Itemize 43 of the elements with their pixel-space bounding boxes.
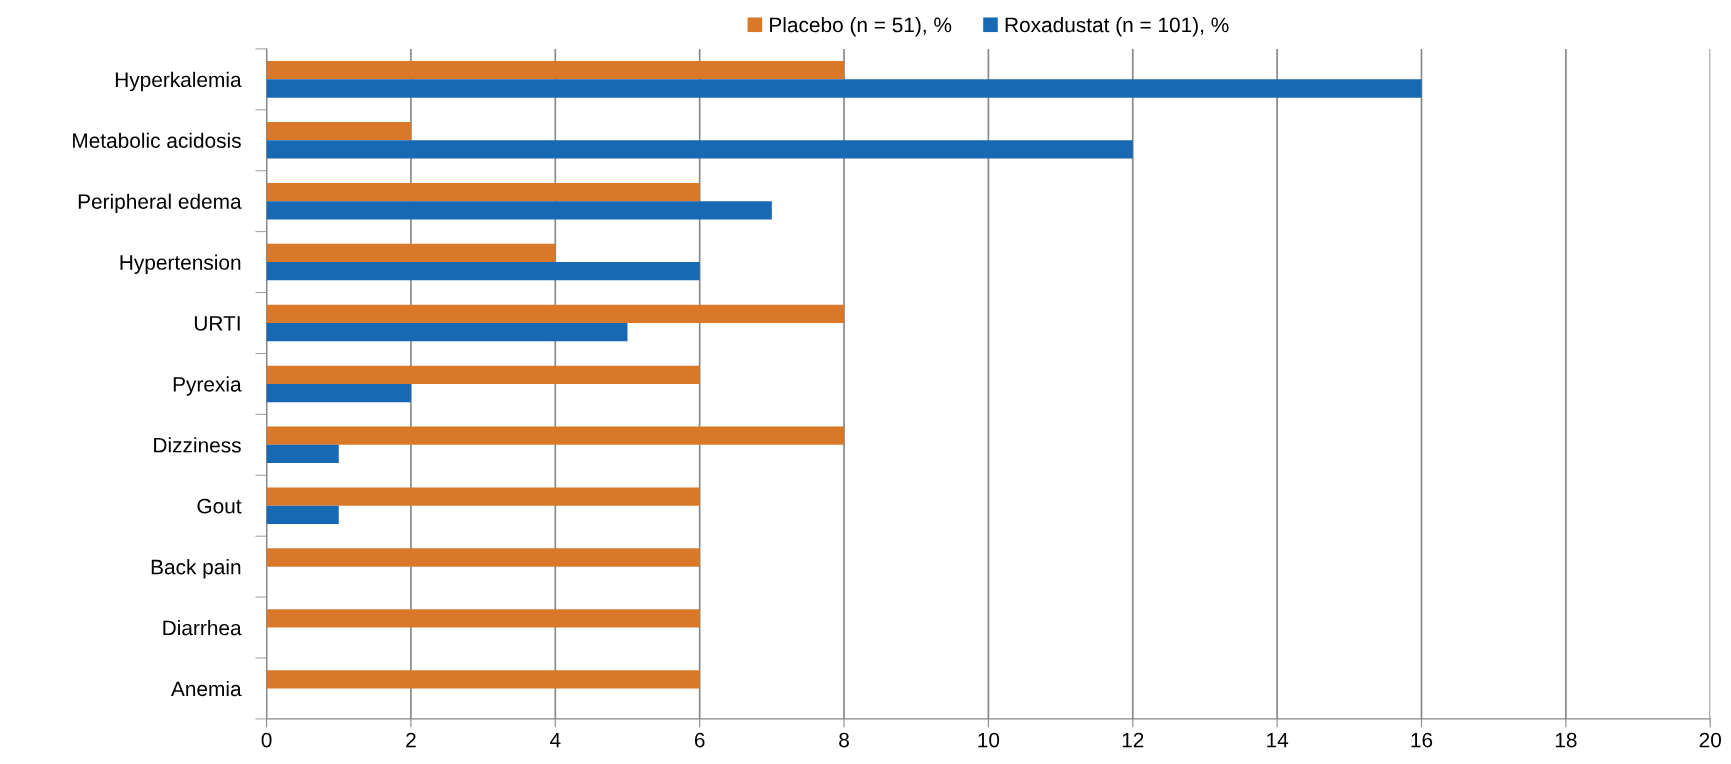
bar xyxy=(266,262,700,281)
x-tick-label: 14 xyxy=(1267,732,1289,748)
y-tick-label: Metabolic acidosis xyxy=(73,132,241,149)
bar xyxy=(266,670,700,689)
bar xyxy=(266,609,700,628)
bar xyxy=(266,121,411,141)
x-tick-label: 6 xyxy=(694,732,705,748)
bar xyxy=(266,383,411,403)
bar xyxy=(266,365,700,384)
y-tick-label: Hypertension xyxy=(120,254,241,274)
bar xyxy=(266,140,1133,159)
bar xyxy=(266,304,845,323)
legend-label: Placebo (n = 51), % xyxy=(770,16,952,37)
x-tick-label: 4 xyxy=(549,732,561,748)
y-tick-label: Hyperkalemia xyxy=(115,71,242,92)
y-tick-label: Back pain xyxy=(151,559,241,579)
y-tick-label: URTI xyxy=(194,316,240,331)
bar xyxy=(266,61,845,80)
y-tick-label: Diarrhea xyxy=(163,620,242,636)
legend-label: Roxadustat (n = 101), % xyxy=(1005,16,1229,37)
bar xyxy=(266,487,700,506)
y-tick-label: Gout xyxy=(197,498,242,514)
bar xyxy=(266,243,556,263)
x-tick-label: 20 xyxy=(1699,732,1721,748)
bar xyxy=(266,505,339,525)
x-tick-label: 2 xyxy=(406,732,416,748)
x-tick-label: 8 xyxy=(839,732,849,748)
bar xyxy=(266,323,628,342)
x-tick-label: 0 xyxy=(261,732,272,748)
y-tick-label: Peripheral edema xyxy=(78,193,242,214)
bar xyxy=(266,426,845,445)
bar xyxy=(266,182,700,202)
x-tick-label: 16 xyxy=(1411,732,1433,748)
bar xyxy=(266,79,1422,98)
x-tick-label: 18 xyxy=(1555,732,1577,748)
y-tick-label: Anemia xyxy=(170,680,242,697)
bar xyxy=(266,548,700,567)
bar xyxy=(266,201,772,220)
x-tick-label: 12 xyxy=(1122,732,1144,748)
y-tick-label: Dizziness xyxy=(154,437,241,453)
bar xyxy=(266,444,339,464)
y-tick-label: Pyrexia xyxy=(173,376,242,396)
x-tick-label: 10 xyxy=(978,732,1000,748)
